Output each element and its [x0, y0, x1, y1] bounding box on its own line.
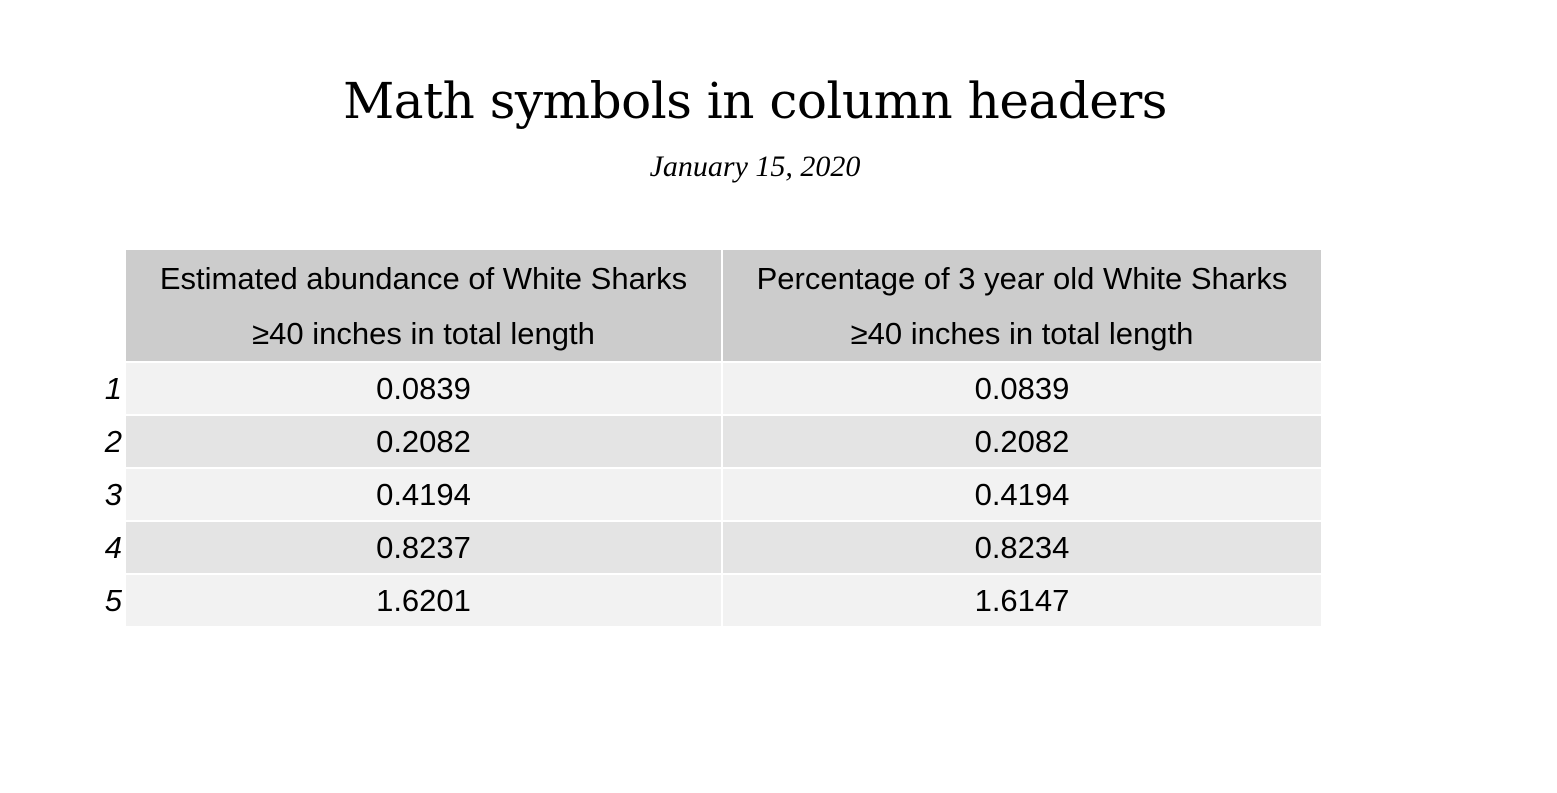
table-cell: 0.8234 [723, 522, 1321, 573]
header-line: ≥40 inches in total length [850, 315, 1194, 351]
table-cell: 0.2082 [126, 416, 721, 467]
table-row: 4 0.8237 0.8234 [92, 522, 1321, 573]
index-header [92, 250, 124, 361]
header-line: Percentage of 3 year old White Sharks [756, 260, 1288, 296]
row-index: 4 [92, 522, 124, 573]
table-cell: 1.6201 [126, 575, 721, 626]
table-cell: 0.4194 [126, 469, 721, 520]
header-line: Estimated abundance of White Sharks [159, 260, 688, 296]
page-title: Math symbols in column headers [343, 72, 1167, 130]
page-date: January 15, 2020 [649, 150, 861, 183]
data-table: Estimated abundance of White Sharks ≥40 … [90, 248, 1323, 628]
header-row: Estimated abundance of White Sharks ≥40 … [92, 250, 1321, 361]
row-index: 5 [92, 575, 124, 626]
row-index: 3 [92, 469, 124, 520]
table-cell: 0.2082 [723, 416, 1321, 467]
header-line: ≥40 inches in total length [252, 315, 595, 351]
table-cell: 0.0839 [126, 363, 721, 414]
row-index: 2 [92, 416, 124, 467]
column-header-abundance: Estimated abundance of White Sharks ≥40 … [126, 250, 721, 361]
table-row: 1 0.0839 0.0839 [92, 363, 1321, 414]
table-cell: 0.0839 [723, 363, 1321, 414]
table-row: 2 0.2082 0.2082 [92, 416, 1321, 467]
table-cell: 0.4194 [723, 469, 1321, 520]
table-cell: 0.8237 [126, 522, 721, 573]
table-row: 3 0.4194 0.4194 [92, 469, 1321, 520]
row-index: 1 [92, 363, 124, 414]
table-row: 5 1.6201 1.6147 [92, 575, 1321, 626]
table-cell: 1.6147 [723, 575, 1321, 626]
column-header-percentage: Percentage of 3 year old White Sharks ≥4… [723, 250, 1321, 361]
